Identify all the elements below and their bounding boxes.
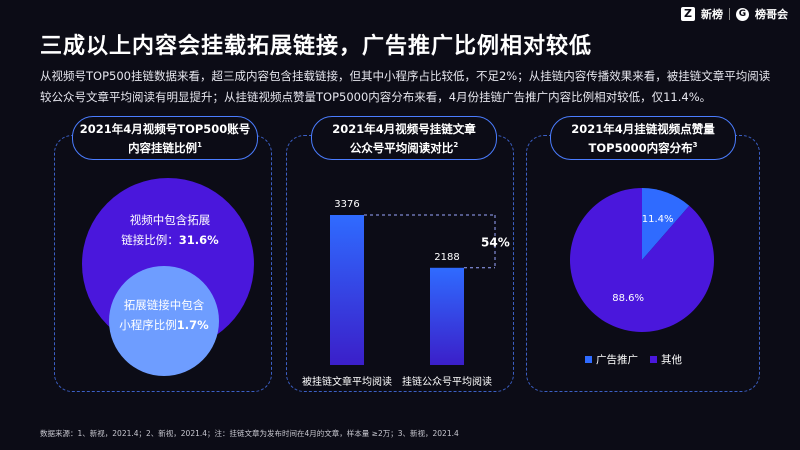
brand-name-2: 榜哥会 <box>755 8 788 21</box>
page-subtitle: 从视频号TOP500挂链数据来看，超三成内容包含挂载链接，但其中小程序占比较低，… <box>40 69 771 104</box>
panel-1-header: 2021年4月视频号TOP500账号 内容挂链比例1 <box>72 116 258 160</box>
growth-annotation: 54% <box>481 235 510 249</box>
bar-category-label-0: 被挂链文章平均阅读 <box>302 375 392 388</box>
legend-label-ad: 广告推广 <box>596 354 638 366</box>
legend-swatch-other <box>650 356 657 363</box>
pie-slice-1 <box>570 188 714 332</box>
legend-swatch-ad <box>585 356 592 363</box>
panel-2-title-line2: 公众号平均阅读对比 <box>349 140 454 155</box>
inner-circle-line1: 拓展链接中包含 <box>123 298 205 312</box>
brand-name-1: 新榜 <box>701 8 723 21</box>
legend-item-ad: 广告推广 <box>585 352 638 367</box>
panel-1-title-line2: 内容挂链比例 <box>128 140 198 155</box>
panel-2-header: 2021年4月视频号挂链文章 公众号平均阅读对比2 <box>311 116 497 160</box>
logo-divider <box>729 8 730 20</box>
inner-circle-line2: 小程序比例 <box>119 318 177 332</box>
pie-slice-0 <box>642 188 690 260</box>
outer-circle-line2: 链接比例： <box>121 233 179 247</box>
outer-circle-value: 31.6% <box>178 233 219 247</box>
brand-logo: Z 新榜 G 榜哥会 <box>681 6 788 22</box>
page-title: 三成以上内容会挂载拓展链接，广告推广比例相对较低 <box>40 34 593 59</box>
panel-3-title-line2: TOP5000内容分布 <box>588 140 693 155</box>
xinbang-logo-icon: Z <box>681 7 695 21</box>
pie-slice-label-1: 88.6% <box>612 293 644 304</box>
bar-category-label-1: 挂链公众号平均阅读 <box>402 375 492 388</box>
panel-3-title-line1: 2021年4月挂链视频点赞量 <box>571 121 715 136</box>
inner-circle-value: 1.7% <box>176 318 209 332</box>
outer-circle-label: 视频中包含拓展 链接比例：31.6% <box>100 210 240 250</box>
bar-1 <box>430 267 464 365</box>
bar-value-label-0: 3376 <box>334 199 359 210</box>
pie-legend: 广告推广 其他 <box>585 352 682 367</box>
miniprogram-inner-circle <box>109 266 219 376</box>
bangge-logo-icon: G <box>736 7 749 21</box>
panel-2-footnote-ref: 2 <box>453 140 459 149</box>
pie-slice-label-0: 11.4% <box>642 214 674 225</box>
bar-value-label-1: 2188 <box>434 252 459 263</box>
inner-circle-label: 拓展链接中包含 小程序比例1.7% <box>110 295 218 335</box>
bar-0 <box>330 215 364 365</box>
panel-1-title-line1: 2021年4月视频号TOP500账号 <box>79 121 251 136</box>
data-source-footnote: 数据来源：1、新视，2021.4；2、新视，2021.4；注：挂链文章为发布时间… <box>40 429 459 438</box>
legend-item-other: 其他 <box>650 352 682 367</box>
legend-label-other: 其他 <box>661 354 682 366</box>
panel-2-title-line1: 2021年4月视频号挂链文章 <box>332 121 476 136</box>
panel-1-footnote-ref: 1 <box>197 140 202 149</box>
panel-3-footnote-ref: 3 <box>692 140 698 149</box>
outer-circle-line1: 视频中包含拓展 <box>129 213 211 227</box>
panel-3-header: 2021年4月挂链视频点赞量 TOP5000内容分布3 <box>550 116 736 160</box>
